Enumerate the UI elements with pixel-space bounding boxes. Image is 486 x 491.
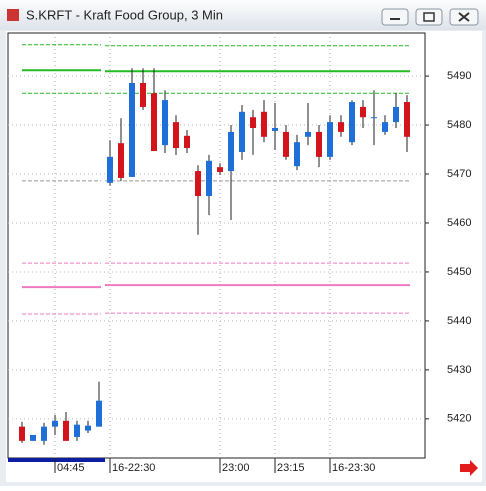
candle-body [206,160,212,197]
candle-body [272,127,278,131]
candle-body [96,400,102,427]
candle-body [316,131,322,157]
y-tick-label: 5490 [447,70,471,82]
candle-body [195,171,201,197]
y-tick-label: 5420 [447,413,471,425]
y-tick-label: 5440 [447,315,471,327]
icon [458,12,470,22]
maximize-button[interactable] [415,8,443,26]
window-title: S.KRFT - Kraft Food Group, 3 Min [26,7,223,22]
candle-body [140,82,146,107]
candle-body [74,424,80,437]
x-tick-label: 04:45 [57,462,85,474]
icon [423,12,435,22]
scroll-strip [8,458,105,462]
candle-body [63,420,69,441]
candle-body [173,122,179,149]
candle-body [250,117,256,128]
candle-body [30,434,36,441]
candle-body [327,122,333,157]
x-tick-label: 23:00 [222,462,250,474]
candle-body [85,425,91,431]
plot [7,32,426,459]
candle-body [41,426,47,441]
candle-body [382,122,388,132]
candle-body [261,111,267,137]
candle-body [19,426,25,441]
x-tick-label: 23:15 [277,462,305,474]
candle-body [239,111,245,152]
minimize-button[interactable] [381,8,409,26]
app-icon [7,9,19,21]
y-tick-label: 5460 [447,217,471,229]
x-tick-label: 16-23:30 [332,462,375,474]
candle-body [129,82,135,177]
candle-body [360,106,366,118]
candle-body [151,93,157,152]
y-tick-label: 5480 [447,119,471,131]
candle-body [338,122,344,132]
candle-body [228,131,234,172]
candle-body [283,131,289,157]
y-tick-label: 5450 [447,266,471,278]
candle-body [162,100,168,146]
candle-body [107,156,113,183]
y-tick-label: 5470 [447,168,471,180]
x-tick-label: 16-22:30 [112,462,155,474]
scroll-arrow[interactable] [460,460,478,476]
candle-body [305,131,311,137]
candle-body [371,117,377,119]
candle-body [217,167,223,173]
candle-body [349,102,355,143]
candle-body [294,142,300,167]
candle-body [184,135,190,149]
candle-body [52,420,58,427]
candle-body [404,102,410,137]
candle-body [118,143,124,178]
y-tick-label: 5430 [447,364,471,376]
candle-body [393,106,399,123]
